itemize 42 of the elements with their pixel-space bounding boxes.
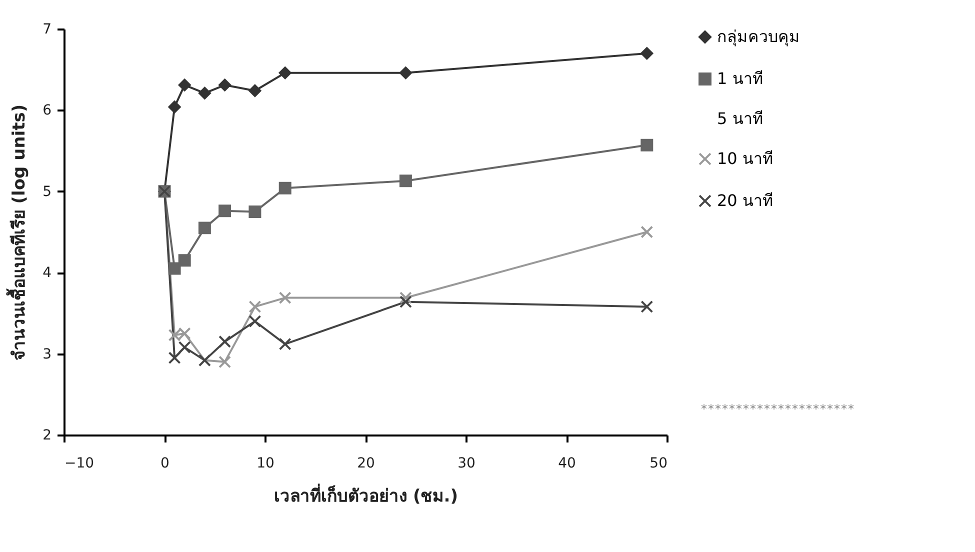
x-tick-label: 0 [160,456,170,472]
text: * [813,402,819,416]
text: * [820,402,826,416]
legend-label: 10 นาที [717,149,774,168]
text: * [708,402,714,416]
text: * [722,402,728,416]
x-axis-title: เวลาที่เก็บตัวอย่าง (ชม.) [274,484,458,506]
y-tick-label: 3 [42,346,52,362]
x-tick-label: −10 [64,456,94,472]
text: * [750,402,756,416]
y-axis-title: จำนวนเชื้อแบคทีเรีย (log units) [6,104,30,361]
y-tick-label: 2 [42,428,52,444]
y-tick-label: 4 [42,265,52,282]
x-tick-label: 50 [650,456,668,472]
text: * [848,402,854,416]
x-tick-label: 40 [558,456,576,472]
y-tick-label: 6 [42,102,52,119]
text: * [841,402,847,416]
text: * [771,402,777,416]
text: * [792,402,798,416]
text: * [743,402,749,416]
y-tick-label: 5 [42,184,52,200]
legend-label: 1 นาที [717,69,764,88]
text: * [729,402,735,416]
x-tick-label: 10 [256,456,274,472]
text: * [757,402,763,416]
text: * [806,402,812,416]
x-tick-label: 30 [458,456,476,472]
text: * [715,402,721,416]
text: * [827,402,833,416]
text: * [834,402,840,416]
legend-label: 20 นาที [717,191,774,210]
text: * [778,402,784,416]
text: * [764,402,770,416]
legend-label: กลุ่มควบคุม [717,27,800,47]
text: * [701,402,707,416]
text: * [799,402,805,416]
text: * [785,402,791,416]
text: * [736,402,742,416]
y-tick-label: 7 [42,22,52,38]
x-tick-label: 20 [357,456,375,472]
text: 5 นาที [717,109,764,128]
